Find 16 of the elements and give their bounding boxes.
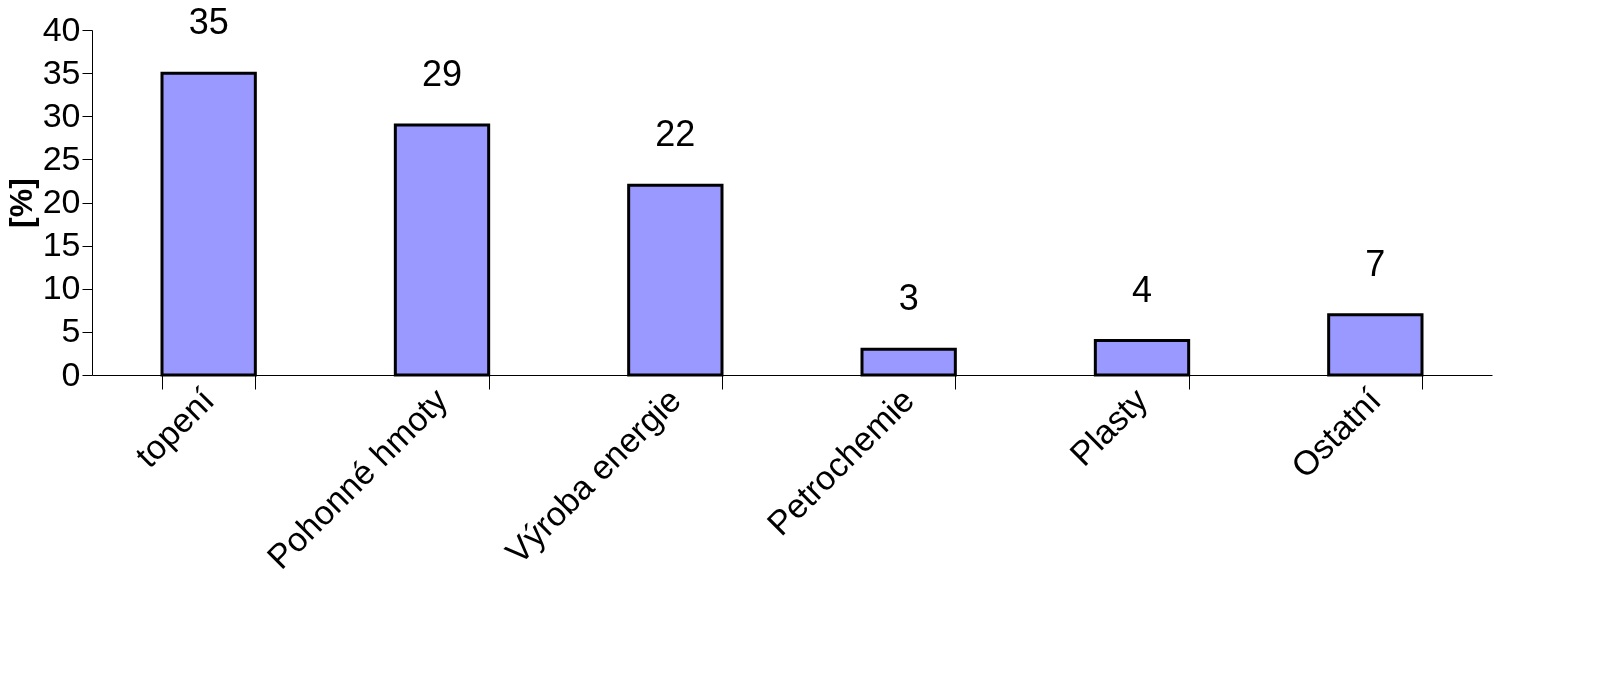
data-label: 3 xyxy=(898,277,919,319)
data-label: 29 xyxy=(421,52,463,94)
y-tick-label: 10 xyxy=(42,268,81,307)
y-tick-label: 15 xyxy=(42,225,81,264)
y-tick-label: 25 xyxy=(42,138,81,177)
y-tick-label: 20 xyxy=(42,182,81,220)
y-tick-label: 40 xyxy=(42,9,81,48)
y-tick-label: 5 xyxy=(61,311,81,350)
data-label: 22 xyxy=(655,113,696,155)
data-label: 4 xyxy=(1131,268,1153,310)
y-tick-label: 0 xyxy=(61,354,81,393)
y-axis-title: [%] xyxy=(2,178,39,228)
y-tick-label: 35 xyxy=(42,52,81,91)
y-tick-label: 30 xyxy=(42,95,81,134)
data-label: 7 xyxy=(1365,242,1386,284)
data-label: 35 xyxy=(188,1,229,43)
